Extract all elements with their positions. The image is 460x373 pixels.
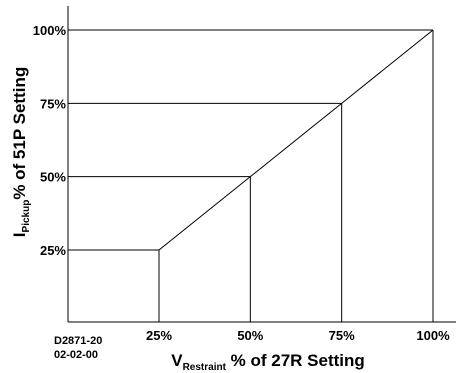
x-tick-label: 25% [146, 328, 172, 343]
y-axis-title: IPickup% of 51P Setting [10, 67, 32, 237]
y-tick-label: 100% [33, 23, 67, 38]
drawing-number: D2871-20 [54, 335, 102, 347]
x-tick-label: 100% [416, 328, 450, 343]
y-tick-label: 50% [40, 170, 66, 185]
axes [67, 6, 456, 323]
drawing-date: 02-02-00 [54, 349, 98, 361]
x-axis-title: VRestraint % of 27R Setting [171, 351, 365, 373]
x-tick-label: 75% [329, 328, 355, 343]
y-tick-labels: 25% 50% 75% 100% [33, 23, 67, 258]
x-tick-labels: 25% 50% 75% 100% [146, 328, 450, 343]
guide-lines [68, 29, 434, 322]
x-tick-label: 50% [237, 328, 263, 343]
y-tick-label: 25% [40, 243, 66, 258]
y-tick-label: 75% [40, 96, 66, 111]
